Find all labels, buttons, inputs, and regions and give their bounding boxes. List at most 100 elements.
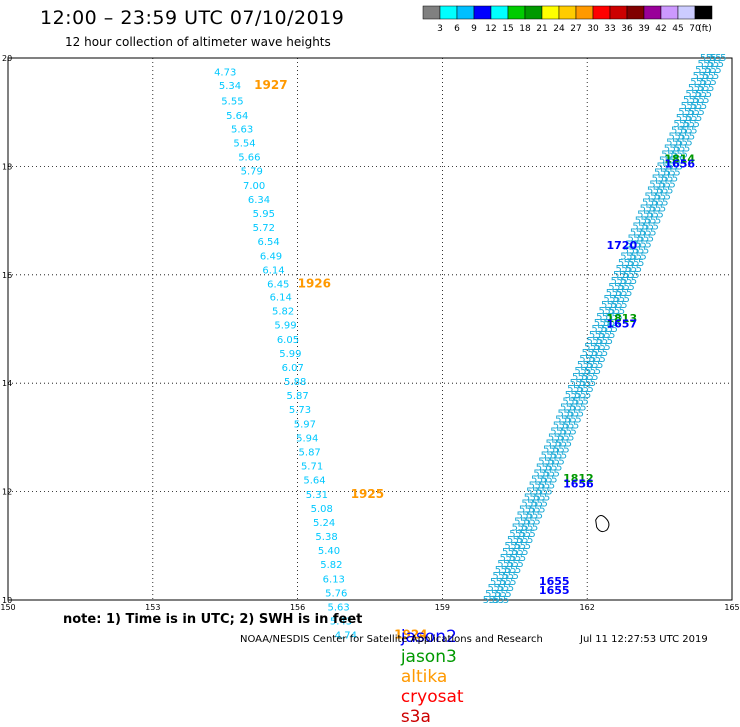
scale-label: 24 (553, 24, 565, 34)
swh-value-label: 5.08 (311, 504, 333, 515)
swh-track-glyph: 5.5 (513, 547, 529, 558)
swh-track-glyph: 5.5 (706, 53, 722, 64)
swh-track-glyph: 5.5 (630, 228, 646, 239)
swh-value-label: 5.38 (315, 532, 337, 543)
scale-label: 45 (672, 24, 683, 34)
swh-track-glyph: 5.5 (662, 173, 678, 184)
scale-label: 30 (587, 24, 599, 34)
swh-track-glyph: 5.5 (635, 216, 651, 227)
swh-track-glyph: 5.5 (544, 469, 560, 480)
time-label: 1925 (351, 487, 384, 501)
swh-track-glyph: 5.5 (667, 161, 683, 172)
swh-value-label: 5.88 (284, 377, 306, 388)
swh-track-glyph: 5.5 (621, 264, 637, 275)
swh-track-glyph: 5.5 (591, 324, 607, 335)
swh-track-glyph: 5.5 (648, 210, 664, 221)
swh-track-glyph: 5.5 (603, 294, 619, 305)
swh-value-label: 5.63 (231, 124, 253, 135)
swh-track-glyph: 5.5 (596, 312, 612, 323)
swh-track-glyph: 5.5 (626, 264, 642, 275)
swh-value-label: 5.87 (286, 391, 308, 402)
swh-track-glyph: 5.5 (543, 444, 559, 455)
swh-track-glyph: 5.5 (608, 282, 624, 293)
scale-label: 18 (519, 24, 531, 34)
swh-track-glyph: 5.5 (524, 493, 540, 504)
swh-track-glyph: 5.5 (517, 523, 533, 534)
swh-track-glyph: 5.5 (493, 595, 509, 606)
swh-track-glyph: 5.5 (595, 330, 611, 341)
time-label: 1720 (607, 239, 638, 252)
swh-value-label: 7.00 (243, 181, 265, 192)
swh-track-glyph: 5.5 (689, 107, 705, 118)
y-tick-label: 20 (2, 54, 12, 63)
swh-track-glyph: 5.5 (517, 535, 533, 546)
swh-track-glyph: 5.5 (609, 306, 625, 317)
x-tick-label: 153 (145, 603, 160, 612)
swh-track-glyph: 5.5 (519, 505, 535, 516)
swh-track-glyph: 5.5 (587, 348, 603, 359)
swh-value-label: 5.99 (279, 349, 301, 360)
swh-value-label: 5.95 (253, 209, 275, 220)
swh-track-glyph: 5.5 (585, 366, 601, 377)
swh-value-label: 5.97 (294, 419, 316, 430)
swh-track-glyph: 5.5 (660, 179, 676, 190)
swh-track-glyph: 5.5 (504, 541, 520, 552)
swh-track-glyph: 5.5 (549, 456, 565, 467)
swh-track-glyph: 5.5 (703, 71, 719, 82)
swh-track-glyph: 5.5 (489, 595, 505, 606)
swh-track-glyph: 5.5 (628, 234, 644, 245)
swh-value-label: 6.14 (262, 265, 284, 276)
swh-track-glyph: 5.5 (496, 577, 512, 588)
swh-track-glyph: 5.5 (671, 125, 687, 136)
swh-track-glyph: 5.5 (660, 167, 676, 178)
swh-track-glyph: 5.5 (532, 499, 548, 510)
swh-track-glyph: 5.5 (698, 59, 714, 70)
swh-track-glyph: 5.5 (578, 372, 594, 383)
swh-track-glyph: 5.5 (682, 113, 698, 124)
footer-credit: NOAA/NESDIS Center for Satellite Applica… (240, 634, 543, 645)
swh-track-glyph: 5.5 (575, 378, 591, 389)
swh-track-glyph: 5.5 (618, 258, 634, 269)
time-label: 1657 (607, 318, 638, 331)
swh-track-glyph: 5.5 (595, 342, 611, 353)
swh-track-glyph: 5.5 (679, 131, 695, 142)
swh-value-label: 5.72 (253, 223, 275, 234)
swh-track-glyph: 5.5 (600, 330, 616, 341)
swh-track-glyph: 5.5 (665, 155, 681, 166)
swh-track-glyph: 5.5 (616, 288, 632, 299)
swh-track-glyph: 5.5 (490, 577, 506, 588)
time-label: 1655 (539, 584, 570, 597)
swh-track-glyph: 5.5 (541, 450, 557, 461)
swh-track-glyph: 5.5 (572, 372, 588, 383)
swh-track-glyph: 5.5 (580, 378, 596, 389)
swh-track-glyph: 5.5 (703, 59, 719, 70)
swh-track-glyph: 5.5 (621, 276, 637, 287)
footer-timestamp: Jul 11 12:27:53 UTC 2019 (580, 634, 708, 645)
page-title: 12:00 – 23:59 UTC 07/10/2019 (40, 7, 345, 29)
swh-track-glyph: 5.5 (679, 119, 695, 130)
swh-track-glyph: 5.5 (583, 360, 599, 371)
swh-track-glyph: 5.5 (522, 511, 538, 522)
swh-track-glyph: 5.5 (503, 571, 519, 582)
plot-frame (7, 57, 733, 601)
swh-track-glyph: 5.5 (606, 288, 622, 299)
swh-track-glyph: 5.5 (522, 523, 538, 534)
swh-value-label: 5.79 (241, 167, 263, 178)
swh-track-glyph: 5.5 (597, 324, 613, 335)
swh-track-glyph: 5.5 (706, 65, 722, 76)
swh-track-glyph: 5.5 (659, 155, 675, 166)
swh-track-glyph: 5.5 (534, 481, 550, 492)
swh-track-glyph: 5.5 (607, 312, 623, 323)
page-subtitle: 12 hour collection of altimeter wave hei… (65, 35, 331, 49)
swh-track-glyph: 5.5 (641, 228, 657, 239)
swh-track-glyph: 5.5 (662, 161, 678, 172)
swh-track-glyph: 5.5 (497, 559, 513, 570)
swh-track-glyph: 5.5 (693, 71, 709, 82)
swh-value-label: 4.74 (335, 631, 357, 642)
swh-track-glyph: 5.5 (568, 408, 584, 419)
swh-track-glyph: 5.5 (561, 426, 577, 437)
scale-label: 70 (689, 24, 701, 34)
legend-cryosat: cryosat (400, 687, 464, 707)
y-tick-label: 10 (2, 596, 12, 605)
swh-track-glyph: 5.5 (636, 240, 652, 251)
